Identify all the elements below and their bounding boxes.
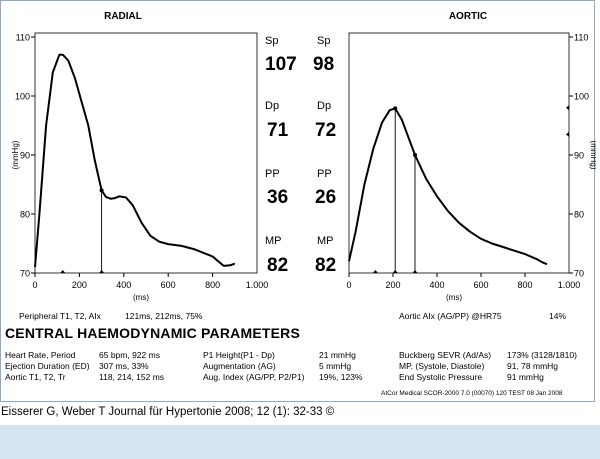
x-tick-label: 800 [205,280,220,290]
bottom-strip [0,425,600,459]
x-axis-marker [99,270,105,273]
x-axis-label: (ms) [133,293,149,302]
mp-label-radial: MP [265,235,282,247]
citation-caption: Eisserer G, Weber T Journal für Hyperton… [1,406,335,418]
y-tick-label: 100 [15,92,30,102]
x-tick-label: 800 [517,280,532,290]
x-tick-label: 0 [32,280,37,290]
param-label: P1 Height(P1 - Dp) [203,350,275,360]
mp-aortic-value: 82 [315,255,337,276]
param-value: 21 mmHg [319,350,356,360]
dp-label-radial: Dp [265,100,280,112]
sp-aortic-value: 98 [313,54,335,75]
waveform-marker [99,188,104,193]
sp-label-aortic: Sp [317,35,331,47]
pp-label-aortic: PP [317,168,332,180]
sp-radial-value: 107 [265,54,297,75]
report-panel: RADIAL 70 80 90 100 110 (mmHg) 0 200 400 600 800 1.0… [0,0,596,402]
x-axis-marker [392,270,398,273]
y-tick-label: 90 [574,151,584,161]
mp-label-aortic: MP [317,235,334,247]
aortic-aix-label: Aortic AIx (AG/PP) @HR75 [399,311,502,321]
y-tick-label: 80 [20,210,30,220]
param-label: Heart Rate, Period [5,350,76,360]
mp-radial-value: 82 [267,255,289,276]
param-value: 173% (3128/1810) [507,350,577,360]
param-value: 19%, 123% [319,372,363,382]
y-axis-marker [566,105,569,111]
param-label: Buckberg SEVR (Ad/As) [399,350,492,360]
waveform-line [34,53,236,268]
param-value: 307 ms, 33% [99,361,149,371]
param-label: Augmentation (AG) [203,361,276,371]
param-value: 118, 214, 152 ms [99,372,165,382]
waveform-marker [413,153,417,157]
aortic-chart: AORTIC 70 80 90 100 110 (mmHg) 0 200 400 600 800 1.0… [346,11,596,302]
x-tick-label: 400 [116,280,131,290]
param-value: 5 mmHg [319,361,352,371]
param-label: Aug. Index (AG/PP, P2/P1) [203,372,305,382]
section-title: CENTRAL HAEMODYNAMIC PARAMETERS [5,325,301,341]
x-tick-label: 400 [429,280,444,290]
param-label: Ejection Duration (ED) [5,361,90,371]
param-label: Aortic T1, T2, Tr [5,372,66,382]
waveform-line [348,107,548,266]
y-tick-label: 80 [574,210,584,220]
chart-title: AORTIC [449,11,487,22]
peripheral-label: Peripheral T1, T2, AIx [19,311,101,321]
x-axis-marker [60,270,66,273]
peripheral-value: 121ms, 212ms, 75% [125,311,203,321]
x-axis-marker [372,270,378,273]
param-value: 91, 78 mmHg [507,361,559,371]
dp-label-aortic: Dp [317,100,332,112]
waveform-marker [393,106,398,111]
plot-frame [348,32,570,274]
pp-radial-value: 36 [267,187,289,208]
y-tick-label: 110 [16,33,30,43]
x-tick-label: 1.000 [558,280,581,290]
x-tick-label: 200 [385,280,400,290]
y-axis-marker [566,131,569,137]
x-axis-label: (ms) [446,293,462,302]
radial-chart: RADIAL 70 80 90 100 110 (mmHg) 0 200 400 600 800 1.0… [11,11,269,302]
x-tick-label: 600 [161,280,176,290]
param-label: MP. (Systole, Diastole) [399,361,485,371]
sp-label-radial: Sp [265,35,279,47]
param-value: 91 mmHg [507,372,544,382]
y-tick-label: 110 [574,33,588,43]
y-axis-label: (mmHg) [589,141,596,170]
x-tick-label: 200 [72,280,87,290]
x-tick-label: 600 [473,280,488,290]
x-tick-label: 1.000 [246,280,269,290]
y-tick-label: 70 [20,269,30,279]
x-axis-marker [412,270,418,273]
y-axis-label: (mmHg) [11,140,20,169]
dp-radial-value: 71 [267,120,289,141]
pp-aortic-value: 26 [315,187,337,208]
y-tick-label: 100 [574,92,589,102]
y-tick-label: 90 [20,151,30,161]
param-label: End Systolic Pressure [399,372,483,382]
plot-frame [34,32,258,274]
aortic-aix-value: 14% [549,311,567,321]
chart-title: RADIAL [104,11,142,22]
x-tick-label: 0 [346,280,351,290]
y-tick-label: 70 [574,269,584,279]
pp-label-radial: PP [265,168,280,180]
param-value: 65 bpm, 922 ms [99,350,160,360]
dp-aortic-value: 72 [315,120,337,141]
device-footer: AtCor Medical SCOR-2000 7.0 (00070) 120 … [381,390,563,397]
